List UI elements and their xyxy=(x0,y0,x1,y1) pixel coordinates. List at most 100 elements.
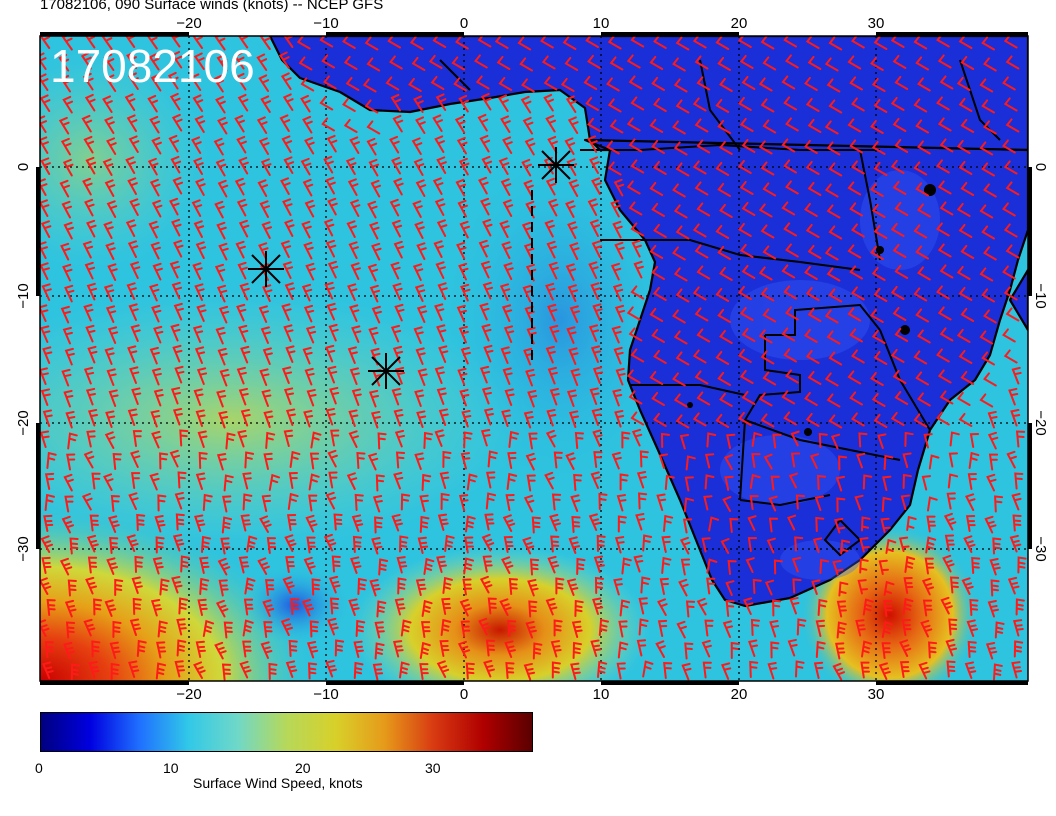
wind-barb xyxy=(741,138,756,153)
wind-barb xyxy=(965,515,976,532)
wind-barb xyxy=(679,433,690,450)
wind-barb xyxy=(416,410,427,428)
wind-barb xyxy=(607,36,622,50)
wind-barb xyxy=(692,412,707,427)
wind-barb xyxy=(851,412,865,427)
wind-barb xyxy=(859,558,869,574)
wind-barb xyxy=(296,36,311,50)
wind-barb xyxy=(414,284,426,302)
wind-barb xyxy=(672,120,686,135)
wind-barb xyxy=(651,391,665,406)
wind-barb xyxy=(350,262,361,280)
wind-barb xyxy=(804,265,818,280)
wind-barb xyxy=(82,72,94,91)
wind-barb xyxy=(936,96,950,111)
wind-barb xyxy=(393,177,404,196)
wind-barb xyxy=(928,454,940,470)
wind-barb xyxy=(64,347,75,366)
wind-barb xyxy=(170,155,182,174)
wind-barb xyxy=(193,661,206,679)
wind-barb xyxy=(672,246,686,261)
wind-barb xyxy=(437,513,449,531)
wind-barb xyxy=(630,222,645,237)
wind-barb xyxy=(587,198,599,216)
wind-barb xyxy=(415,179,427,197)
wind-barb xyxy=(353,640,364,658)
wind-barb xyxy=(597,660,608,678)
wind-barb xyxy=(673,78,688,93)
wind-barb xyxy=(480,429,491,447)
wind-barb xyxy=(568,410,579,428)
wind-barb xyxy=(244,451,255,469)
wind-barb xyxy=(105,242,116,260)
wind-barb xyxy=(389,135,400,154)
wind-barb xyxy=(260,641,273,659)
wind-barb xyxy=(685,600,696,618)
wind-barb xyxy=(414,452,425,470)
wind-barb xyxy=(565,263,577,281)
wind-barb xyxy=(587,117,601,132)
wind-barb xyxy=(437,282,448,300)
wind-barb xyxy=(217,347,228,366)
wind-barb xyxy=(286,514,297,531)
wind-barb xyxy=(40,94,51,112)
wind-barb xyxy=(351,388,362,406)
wind-barb xyxy=(616,662,626,680)
wind-barb xyxy=(894,201,909,216)
wind-barb xyxy=(836,600,847,618)
wind-barb xyxy=(63,221,74,240)
wind-barb xyxy=(325,239,337,258)
wind-barb xyxy=(805,412,820,427)
wind-barb xyxy=(104,599,117,617)
wind-barb xyxy=(192,325,204,343)
wind-barb xyxy=(419,663,429,680)
wind-barb xyxy=(237,429,248,448)
wind-barb xyxy=(590,639,602,657)
wind-barb xyxy=(567,221,578,239)
wind-barb xyxy=(574,599,584,617)
wind-barb xyxy=(592,366,604,384)
wind-barb xyxy=(259,515,272,533)
wind-barb xyxy=(807,244,822,259)
wind-barb xyxy=(1015,430,1026,448)
wind-barb xyxy=(787,514,797,531)
wind-barb xyxy=(523,494,535,513)
wind-barb xyxy=(981,351,995,366)
wind-barb xyxy=(289,450,301,468)
wind-barb xyxy=(325,344,336,363)
wind-barb xyxy=(758,329,773,344)
wind-barb xyxy=(367,452,379,471)
wind-barb xyxy=(530,558,540,576)
wind-barb xyxy=(609,56,624,71)
wind-barb xyxy=(917,203,931,218)
wind-barb xyxy=(258,242,269,260)
wind-barb xyxy=(749,660,759,678)
wind-barb xyxy=(283,429,294,447)
wind-barb xyxy=(661,432,671,448)
wind-barb xyxy=(958,36,973,49)
wind-barb xyxy=(783,285,797,300)
wind-barb xyxy=(722,620,734,638)
wind-barb xyxy=(147,157,159,176)
wind-barb xyxy=(43,514,54,532)
wind-barb xyxy=(171,113,183,132)
wind-barb xyxy=(259,200,271,218)
wind-barb xyxy=(890,411,905,426)
wind-barb xyxy=(628,138,643,153)
wind-barb xyxy=(237,36,249,49)
wind-barb xyxy=(960,55,975,70)
wind-barb xyxy=(128,72,139,90)
wind-barb xyxy=(1017,556,1027,574)
wind-barb xyxy=(225,432,236,450)
wind-barb xyxy=(40,304,49,322)
wind-barb xyxy=(917,77,931,92)
wind-barb xyxy=(466,473,478,491)
wind-barb xyxy=(126,282,137,300)
wind-barb xyxy=(174,365,185,384)
wind-barb xyxy=(715,287,730,302)
wind-barb xyxy=(1002,139,1016,154)
wind-barb xyxy=(263,621,273,638)
wind-barb xyxy=(840,539,851,555)
wind-barb xyxy=(805,160,820,175)
